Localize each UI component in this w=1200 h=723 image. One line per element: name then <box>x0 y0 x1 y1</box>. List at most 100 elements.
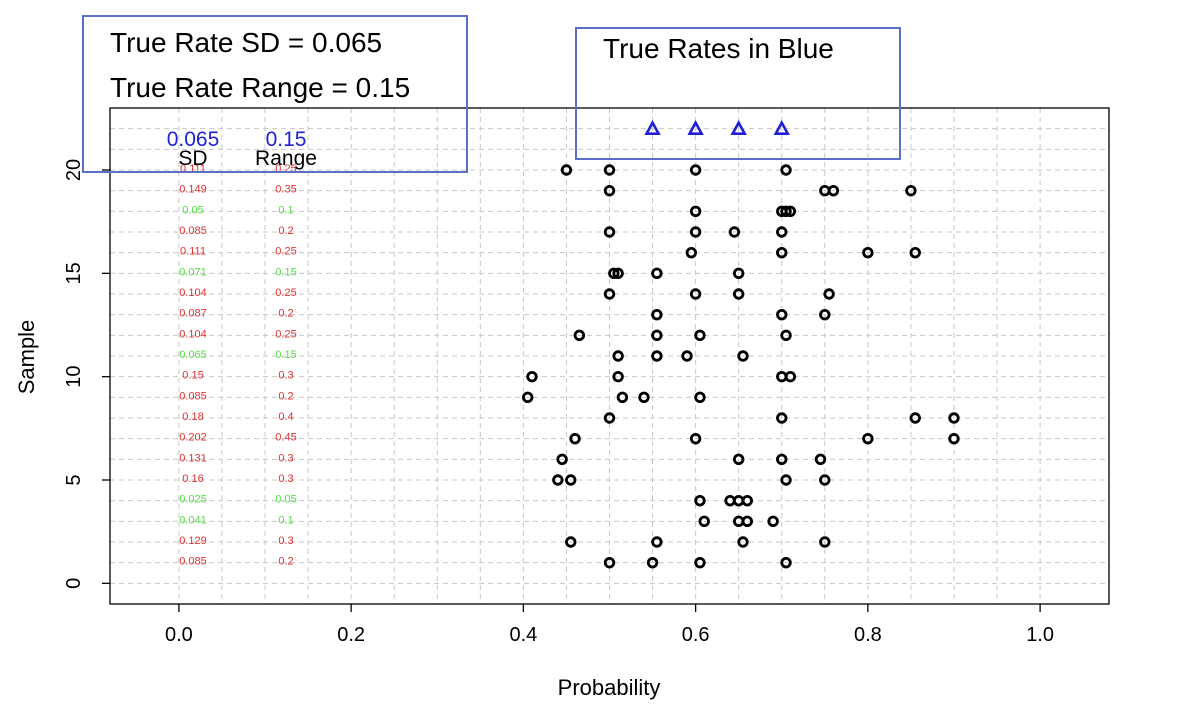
data-points <box>521 164 960 569</box>
data-point <box>741 515 753 528</box>
x-tick-label: 0.8 <box>854 624 882 646</box>
range-cell: 0.2 <box>278 390 293 402</box>
data-point <box>732 267 745 280</box>
range-cell: 0.15 <box>275 349 296 361</box>
data-point <box>694 556 706 569</box>
y-tick-label: 20 <box>63 159 85 181</box>
data-point <box>862 246 874 259</box>
data-point <box>689 432 702 445</box>
data-point <box>737 536 749 548</box>
data-point <box>521 391 534 404</box>
x-tick-label: 0.0 <box>165 624 193 646</box>
range-cell: 0.3 <box>278 370 293 382</box>
data-point <box>681 350 693 362</box>
data-point <box>776 226 788 238</box>
true-rate-marker <box>644 119 661 135</box>
sd-cell: 0.05 <box>182 204 203 216</box>
data-point <box>689 288 702 300</box>
range-cell: 0.35 <box>275 184 296 196</box>
sd-reference-value: 0.065 <box>167 128 220 151</box>
x-tick-label: 0.6 <box>682 624 710 646</box>
axes: 0.0 0.2 0.4 0.6 0.8 1.0 0 5 10 15 20 <box>63 159 1054 646</box>
data-point <box>776 453 788 466</box>
range-cell: 0.2 <box>278 308 293 320</box>
data-point <box>776 246 788 259</box>
range-cell: 0.25 <box>275 287 296 299</box>
sd-cell: 0.071 <box>179 266 207 278</box>
sd-cell: 0.104 <box>179 328 207 340</box>
data-point <box>565 474 577 486</box>
grid-lines <box>110 108 1109 604</box>
info-line-sd: True Rate SD = 0.065 <box>110 27 383 58</box>
data-point <box>689 205 702 218</box>
range-cell: 0.25 <box>275 328 296 340</box>
data-point <box>646 556 659 569</box>
sd-cell: 0.131 <box>179 452 207 464</box>
y-axis-title: Sample <box>14 320 39 395</box>
range-cell: 0.3 <box>278 452 293 464</box>
x-tick-label: 1.0 <box>1026 624 1054 646</box>
data-point <box>689 164 702 176</box>
range-cell: 0.1 <box>278 204 293 216</box>
data-point <box>784 370 797 383</box>
data-point <box>616 391 629 404</box>
range-cell: 0.05 <box>275 494 296 506</box>
true-rate-marker <box>730 119 747 135</box>
data-point <box>685 246 698 259</box>
range-header: Range <box>255 147 317 170</box>
sd-cell: 0.065 <box>179 349 207 361</box>
data-point <box>612 350 624 362</box>
range-cell: 0.45 <box>275 432 296 444</box>
data-point <box>827 184 840 197</box>
range-cell: 0.3 <box>278 473 293 485</box>
data-point <box>603 556 616 569</box>
range-cell: 0.3 <box>278 535 293 547</box>
y-tick-label: 5 <box>63 474 85 485</box>
data-point <box>780 164 792 176</box>
sd-header: SD <box>178 147 207 170</box>
data-point <box>694 329 706 342</box>
true-rates-box: True Rates in Blue <box>575 27 901 160</box>
data-point <box>569 432 581 445</box>
data-point <box>651 267 663 280</box>
sd-cell: 0.18 <box>182 411 203 423</box>
sd-cell: 0.085 <box>179 390 207 402</box>
data-point <box>556 453 568 466</box>
data-point <box>651 329 663 342</box>
data-point <box>612 267 624 280</box>
data-point <box>689 226 702 238</box>
x-tick-label: 0.2 <box>337 624 365 646</box>
sd-cell: 0.041 <box>179 514 207 526</box>
data-point <box>909 412 921 424</box>
data-point <box>694 494 706 507</box>
data-point <box>862 432 874 445</box>
sd-cell: 0.025 <box>179 494 207 506</box>
data-point <box>603 226 616 238</box>
data-point <box>819 474 831 486</box>
data-point <box>651 308 663 321</box>
y-tick-label: 0 <box>63 578 85 589</box>
data-point <box>737 350 749 362</box>
sd-cell: 0.149 <box>179 184 207 196</box>
true-rates-label: True Rates in Blue <box>603 33 834 64</box>
data-point <box>728 226 741 238</box>
y-tick-label: 10 <box>63 366 85 388</box>
data-point <box>608 267 620 280</box>
data-point <box>780 205 792 218</box>
sd-cell: 0.085 <box>179 556 207 568</box>
data-point <box>651 350 663 362</box>
data-point <box>732 453 745 466</box>
range-cell: 0.2 <box>278 225 293 237</box>
y-tick-label: 15 <box>63 262 85 284</box>
data-point <box>603 288 616 300</box>
sd-cell: 0.202 <box>179 432 207 444</box>
sd-cell: 0.104 <box>179 287 207 299</box>
data-point <box>776 308 788 321</box>
range-cell: 0.4 <box>278 411 293 423</box>
data-point <box>694 391 706 404</box>
range-cell: 0.25 <box>275 246 296 258</box>
sd-cell: 0.087 <box>179 308 207 320</box>
data-point <box>905 184 917 197</box>
info-line-range: True Rate Range = 0.15 <box>110 72 411 103</box>
